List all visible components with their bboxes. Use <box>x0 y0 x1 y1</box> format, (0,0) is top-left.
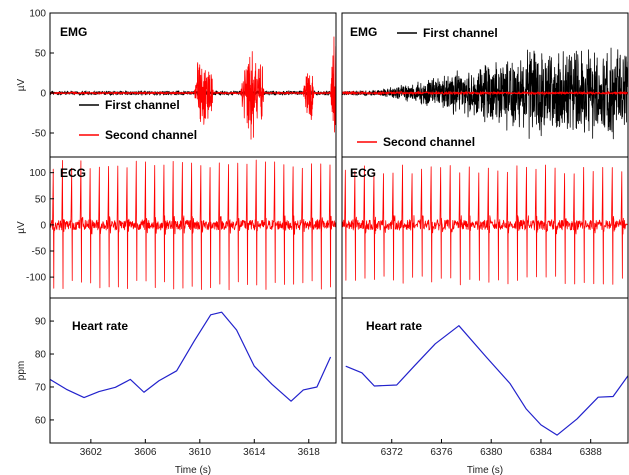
panel-title: ECG <box>60 166 86 180</box>
series-line-1 <box>342 164 628 286</box>
x-tick-label: 6372 <box>381 447 404 458</box>
y-tick-label: 50 <box>35 49 47 60</box>
y-tick-label: -50 <box>32 129 47 140</box>
y-tick-label: 90 <box>35 317 47 328</box>
panel-frame <box>49 297 337 444</box>
x-tick-label: 3606 <box>134 447 157 458</box>
panel-4: ECG <box>341 156 629 299</box>
legend-label: Second channel <box>105 128 197 142</box>
plot-area <box>50 311 332 402</box>
panel-title: EMG <box>60 25 87 39</box>
series-line-2 <box>50 36 336 140</box>
x-tick-label: 3602 <box>80 447 103 458</box>
y-tick-label: 70 <box>35 382 47 393</box>
x-tick-label: 3610 <box>189 447 212 458</box>
panel-5: 60 70 80 90 3602 3606 3610 3614 3618 Heart rate pp… <box>16 297 337 475</box>
y-axis-label: µV <box>16 221 27 234</box>
panel-title: Heart rate <box>366 319 422 333</box>
series-line-1 <box>50 159 336 291</box>
plot-area <box>345 325 628 436</box>
y-tick-label: -50 <box>32 247 47 258</box>
y-tick-label: 50 <box>35 194 47 205</box>
legend-label: First channel <box>423 26 498 40</box>
x-tick-label: 3618 <box>298 447 321 458</box>
legend-label: First channel <box>105 98 180 112</box>
y-tick-label: 100 <box>29 9 46 20</box>
panel-3: -100 -50 0 50 100 ECG µV <box>16 156 337 299</box>
x-tick-label: 6384 <box>530 447 553 458</box>
x-tick-label: 6380 <box>480 447 503 458</box>
x-tick-label: 6376 <box>430 447 453 458</box>
plot-area <box>50 159 336 291</box>
series-line-2 <box>342 91 628 95</box>
series-line-1 <box>50 311 332 402</box>
y-tick-label: 60 <box>35 415 47 426</box>
panel-title: Heart rate <box>72 319 128 333</box>
panel-title: ECG <box>350 166 376 180</box>
x-axis-label: Time (s) <box>175 465 211 475</box>
y-tick-label: 0 <box>40 220 46 231</box>
plot-area <box>50 36 336 140</box>
panel-6: 6372 6376 6380 6384 6388 Heart rate Time (s) <box>341 297 629 475</box>
y-axis-label: ppm <box>16 361 27 380</box>
panel-title: EMG <box>350 25 377 39</box>
legend-label: Second channel <box>383 135 475 149</box>
plot-area <box>342 164 628 286</box>
y-tick-label: 80 <box>35 350 47 361</box>
series-line-1 <box>345 325 628 436</box>
y-axis-label: µV <box>16 78 27 91</box>
x-tick-label: 3614 <box>243 447 266 458</box>
series-line-1 <box>342 47 628 140</box>
x-tick-label: 6388 <box>580 447 603 458</box>
y-tick-label: -100 <box>26 273 46 284</box>
plot-area <box>342 47 628 140</box>
y-tick-label: 0 <box>40 89 46 100</box>
x-axis-label: Time (s) <box>467 465 503 475</box>
panel-frame <box>341 297 629 444</box>
y-tick-label: 100 <box>29 168 46 179</box>
